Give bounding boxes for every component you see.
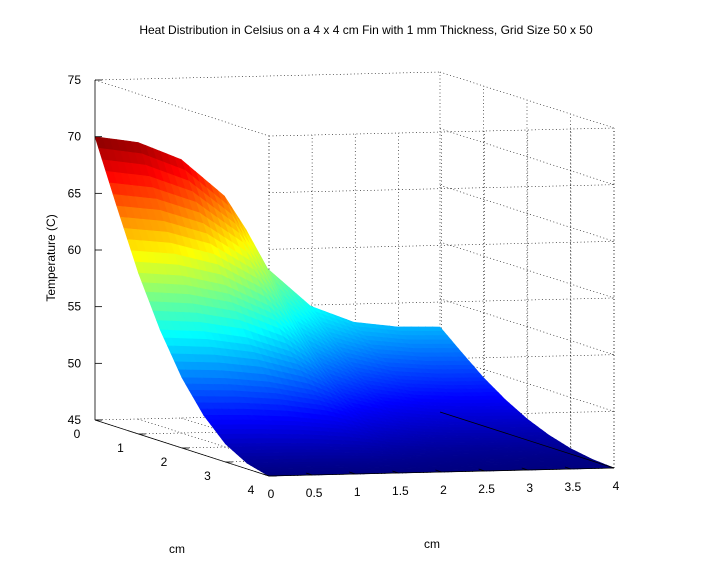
z-axis-label: Temperature (C) xyxy=(44,214,58,301)
x-tick xyxy=(392,470,399,474)
x-tick-label: 4 xyxy=(613,479,620,493)
x-tick xyxy=(349,471,356,475)
grid-line xyxy=(439,298,615,355)
x-axis-far-edge xyxy=(439,411,615,469)
x-axis-label: cm xyxy=(424,537,440,551)
grid-line xyxy=(439,128,615,185)
grid-line xyxy=(268,127,615,137)
x-tick-label: 2 xyxy=(440,483,447,497)
y-tick-label: 3 xyxy=(204,469,211,483)
grid-line xyxy=(439,185,615,242)
z-tick-label: 60 xyxy=(68,243,82,257)
x-tick xyxy=(262,473,270,477)
surface-layer xyxy=(94,136,615,477)
grid-line xyxy=(268,354,615,363)
x-tick-label: 2.5 xyxy=(478,482,495,496)
box-edge xyxy=(94,71,441,81)
z-tick-label: 45 xyxy=(68,413,82,427)
z-tick-label: 65 xyxy=(68,186,82,200)
z-tick-label: 70 xyxy=(68,130,82,144)
chart-title: Heat Distribution in Celsius on a 4 x 4 … xyxy=(139,23,593,37)
x-tick xyxy=(305,472,313,476)
x-tick-label: 0.5 xyxy=(306,486,323,500)
grid-line xyxy=(268,241,615,250)
z-tick-label: 50 xyxy=(68,356,82,370)
z-tick-label: 75 xyxy=(68,73,82,87)
y-axis-label: cm xyxy=(169,542,185,556)
x-tick xyxy=(521,467,528,471)
x-tick-label: 3.5 xyxy=(565,480,582,494)
grid-line xyxy=(268,411,615,420)
x-tick xyxy=(478,468,485,472)
x-tick xyxy=(607,465,615,469)
box-edge xyxy=(94,79,270,137)
y-tick-label: 2 xyxy=(161,455,168,469)
z-tick-label: 55 xyxy=(68,300,82,314)
y-tick-label: 4 xyxy=(248,483,255,497)
grid-line xyxy=(268,297,615,307)
x-tick-label: 0 xyxy=(268,487,275,501)
grid-line xyxy=(439,241,615,299)
x-tick xyxy=(435,469,442,473)
x-tick-label: 1 xyxy=(354,485,361,499)
grid-line xyxy=(439,71,615,129)
x-tick xyxy=(564,466,572,470)
grid-line xyxy=(439,355,615,412)
x-tick-label: 3 xyxy=(526,481,533,495)
grid-line xyxy=(268,184,615,193)
x-tick-label: 1.5 xyxy=(392,484,409,498)
y-tick-label: 1 xyxy=(117,441,124,455)
y-tick-label: 0 xyxy=(74,427,81,441)
grid-line xyxy=(138,418,313,476)
